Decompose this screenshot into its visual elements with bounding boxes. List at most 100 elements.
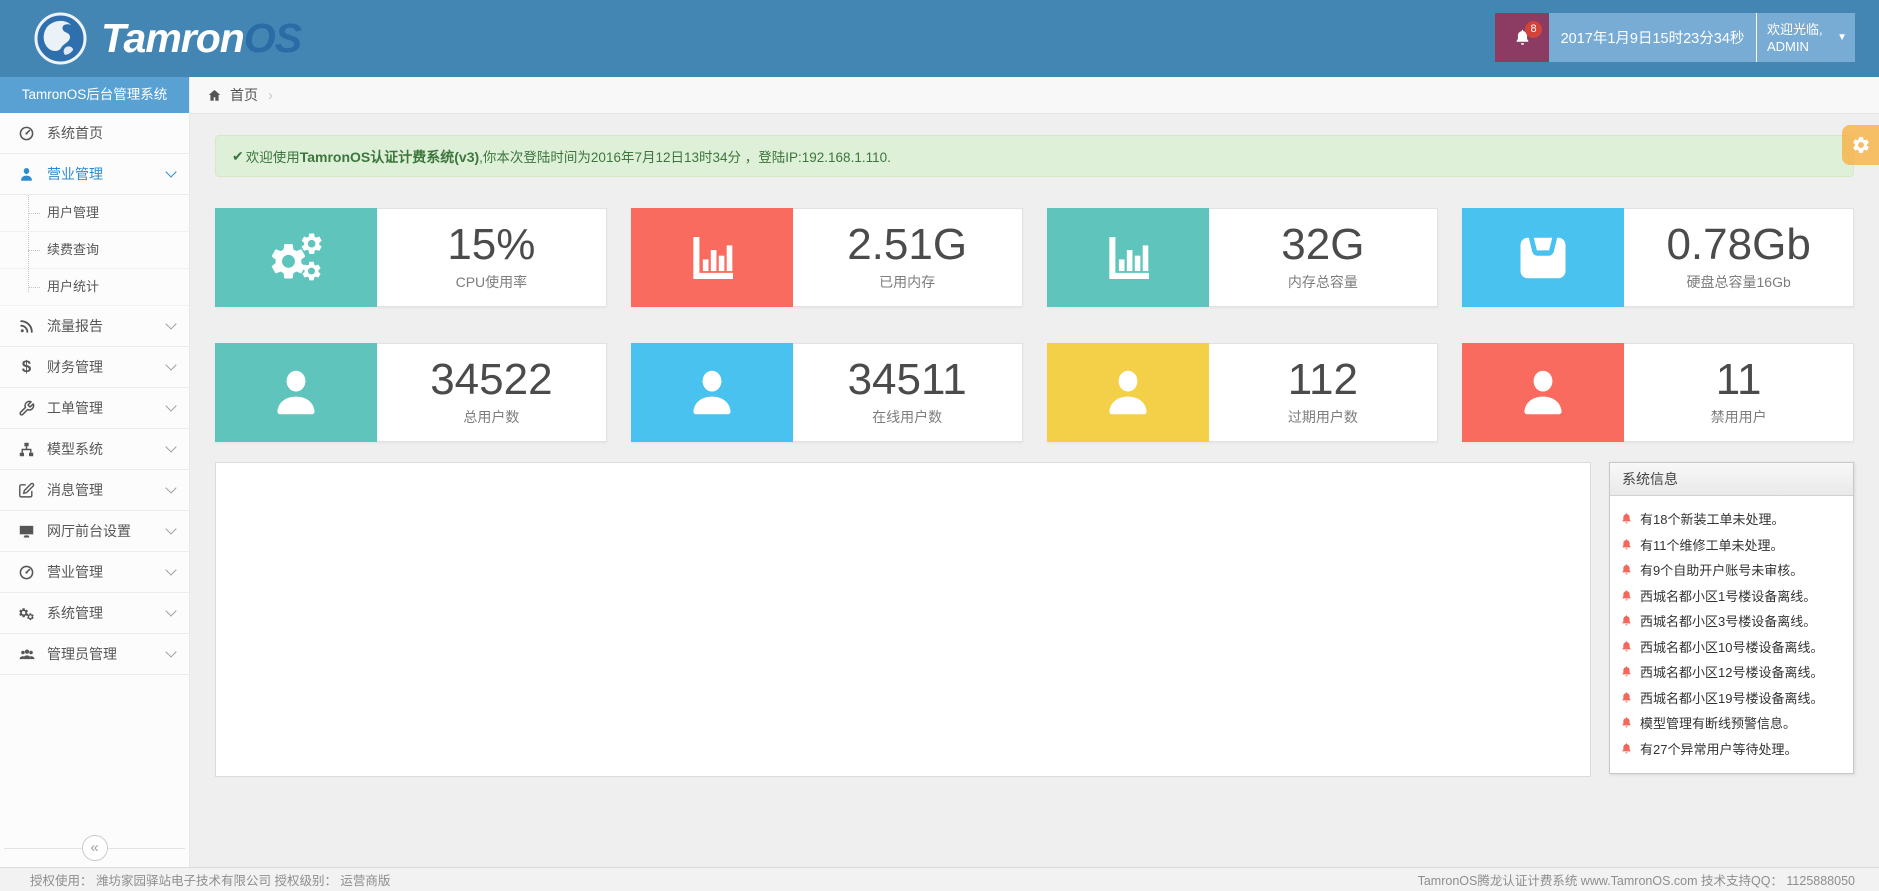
chevron-down-icon (165, 166, 177, 178)
brand-wordmark: TamronOS (101, 11, 302, 66)
bell-icon (1622, 691, 1631, 703)
bell-icon (1622, 742, 1631, 754)
stat-card-disk: 0.78Gb 硬盘总容量16Gb (1462, 208, 1854, 307)
stat-label: 硬盘总容量16Gb (1686, 273, 1791, 290)
bar-chart-icon (1046, 208, 1209, 307)
stat-card-body: 32G 内存总容量 (1208, 208, 1439, 307)
system-info-item[interactable]: 有11个维修工单未处理。 (1620, 532, 1843, 558)
sidebar-item-portal-settings[interactable]: 网厅前台设置 (0, 511, 189, 552)
stat-label: 内存总容量 (1287, 273, 1358, 290)
settings-fab-button[interactable] (1842, 125, 1879, 165)
sidebar-item-admin-mgmt[interactable]: 管理员管理 (0, 634, 189, 675)
main-chart-panel (215, 462, 1591, 777)
system-info-item[interactable]: 西城名都小区1号楼设备离线。 (1620, 583, 1843, 609)
stat-card-total-memory: 32G 内存总容量 (1046, 208, 1439, 307)
user-icon (215, 343, 377, 442)
sidebar-subitem-user-mgmt[interactable]: 用户管理 (0, 195, 189, 232)
bell-icon (1622, 640, 1631, 652)
header-right-cluster: 8 2017年1月9日15时23分34秒 欢迎光临, ADMIN ▼ (1495, 13, 1855, 62)
sidebar-subitem-renewal-query[interactable]: 续费查询 (0, 232, 189, 269)
top-header-bar: TamronOS 8 2017年1月9日15时23分34秒 欢迎光临, ADMI… (0, 0, 1879, 77)
chevron-down-icon (165, 441, 177, 453)
sidebar-item-workorder-mgmt[interactable]: 工单管理 (0, 388, 189, 429)
system-info-list: 有18个新装工单未处理。 有11个维修工单未处理。 有9个自助开户账号未审核。 … (1610, 496, 1853, 773)
sidebar-collapse-row: « (0, 835, 189, 861)
system-info-item[interactable]: 西城名都小区12号楼设备离线。 (1620, 659, 1843, 685)
dollar-icon: $ (21, 357, 32, 376)
system-info-item[interactable]: 西城名都小区10号楼设备离线。 (1620, 634, 1843, 660)
stat-card-body: 2.51G 已用内存 (792, 208, 1023, 307)
sitemap-icon (17, 441, 36, 458)
stat-cards-row-2: 34522 总用户数 34511 在线用户数 112 过 (215, 343, 1854, 442)
stat-label: CPU使用率 (455, 273, 528, 290)
stat-card-cpu: 15% CPU使用率 (215, 208, 607, 307)
sidebar-item-traffic-report[interactable]: 流量报告 (0, 306, 189, 347)
sidebar-item-system-mgmt[interactable]: 系统管理 (0, 593, 189, 634)
sidebar-item-label: 网厅前台设置 (47, 523, 131, 539)
sidebar-item-label: 管理员管理 (47, 646, 117, 662)
stat-card-total-users: 34522 总用户数 (215, 343, 607, 442)
breadcrumb-home[interactable]: 首页 (207, 85, 258, 105)
sidebar-item-finance-mgmt[interactable]: $ 财务管理 (0, 347, 189, 388)
chevron-down-icon (165, 400, 177, 412)
system-info-item[interactable]: 有18个新装工单未处理。 (1620, 506, 1843, 532)
stat-label: 在线用户数 (872, 408, 943, 425)
stat-card-expired-users: 112 过期用户数 (1046, 343, 1439, 442)
home-icon (208, 89, 221, 101)
wrench-icon (17, 400, 36, 417)
main-content: ✔ 欢迎使用TamronOS认证计费系统(v3),你本次登陆时间为2016年7月… (190, 113, 1879, 867)
dashboard-icon (17, 564, 36, 581)
sidebar-item-label: 消息管理 (47, 482, 103, 498)
gear-icon (1852, 136, 1869, 153)
system-info-item[interactable]: 西城名都小区19号楼设备离线。 (1620, 685, 1843, 711)
user-menu[interactable]: 欢迎光临, ADMIN ▼ (1756, 13, 1855, 62)
stat-value: 11 (1715, 355, 1762, 405)
sidebar-collapse-button[interactable]: « (81, 835, 108, 861)
sidebar-item-model-system[interactable]: 模型系统 (0, 429, 189, 470)
breadcrumb: 首页 › (190, 77, 1879, 114)
bell-icon (1622, 666, 1631, 677)
check-icon: ✔ (232, 147, 244, 164)
user-icon (1462, 343, 1625, 442)
caret-down-icon: ▼ (1837, 32, 1847, 43)
chevron-down-icon (165, 605, 177, 617)
sidebar-item-business-mgmt[interactable]: 营业管理 (0, 154, 189, 195)
stat-cards-row-1: 15% CPU使用率 2.51G 已用内存 32G 内存 (215, 208, 1854, 307)
brand-logo[interactable]: TamronOS (34, 11, 302, 66)
stat-value: 0.78Gb (1666, 220, 1811, 270)
user-icon (1046, 343, 1209, 442)
sidebar-title: TamronOS后台管理系统 (0, 77, 189, 113)
greeting-text: 欢迎光临, (1767, 21, 1823, 37)
dashboard-icon (17, 125, 36, 142)
stat-label: 已用内存 (879, 273, 936, 290)
sidebar-item-message-mgmt[interactable]: 消息管理 (0, 470, 189, 511)
stat-card-body: 112 过期用户数 (1208, 343, 1439, 442)
notifications-button[interactable]: 8 (1495, 13, 1549, 62)
sidebar-subitem-user-stats[interactable]: 用户统计 (0, 269, 189, 306)
sidebar-item-system-home[interactable]: 系统首页 (0, 113, 189, 154)
stat-value: 112 (1287, 355, 1358, 405)
sidebar-item-label: 系统首页 (47, 125, 103, 141)
system-info-title: 系统信息 (1610, 463, 1853, 496)
users-icon (17, 646, 36, 663)
system-info-item[interactable]: 西城名都小区3号楼设备离线。 (1620, 608, 1843, 634)
sidebar-item-business-mgmt-2[interactable]: 营业管理 (0, 552, 189, 593)
footer-license-text: 授权使用： 潍坊家园驿站电子技术有限公司 授权级别： 运营商版 (30, 874, 391, 888)
stat-card-body: 34522 总用户数 (377, 343, 607, 442)
edit-icon (17, 482, 36, 499)
footer-bar: 授权使用： 潍坊家园驿站电子技术有限公司 授权级别： 运营商版 TamronOS… (0, 867, 1879, 891)
stat-value: 32G (1281, 220, 1365, 270)
globe-logo-icon (34, 12, 87, 65)
system-info-item[interactable]: 模型管理有断线预警信息。 (1620, 710, 1843, 736)
stat-value: 15% (447, 220, 536, 270)
datetime-text: 2017年1月9日15时23分34秒 (1560, 31, 1745, 47)
system-info-item[interactable]: 有9个自助开户账号未审核。 (1620, 557, 1843, 583)
alert-text: 欢迎使用TamronOS认证计费系统(v3),你本次登陆时间为2016年7月12… (245, 148, 891, 165)
user-icon (17, 166, 36, 183)
system-info-item[interactable]: 有27个异常用户等待处理。 (1620, 736, 1843, 762)
stat-card-body: 0.78Gb 硬盘总容量16Gb (1624, 208, 1854, 307)
sidebar-item-label: 流量报告 (47, 318, 103, 334)
welcome-alert: ✔ 欢迎使用TamronOS认证计费系统(v3),你本次登陆时间为2016年7月… (215, 135, 1854, 177)
bell-icon (1622, 513, 1631, 524)
